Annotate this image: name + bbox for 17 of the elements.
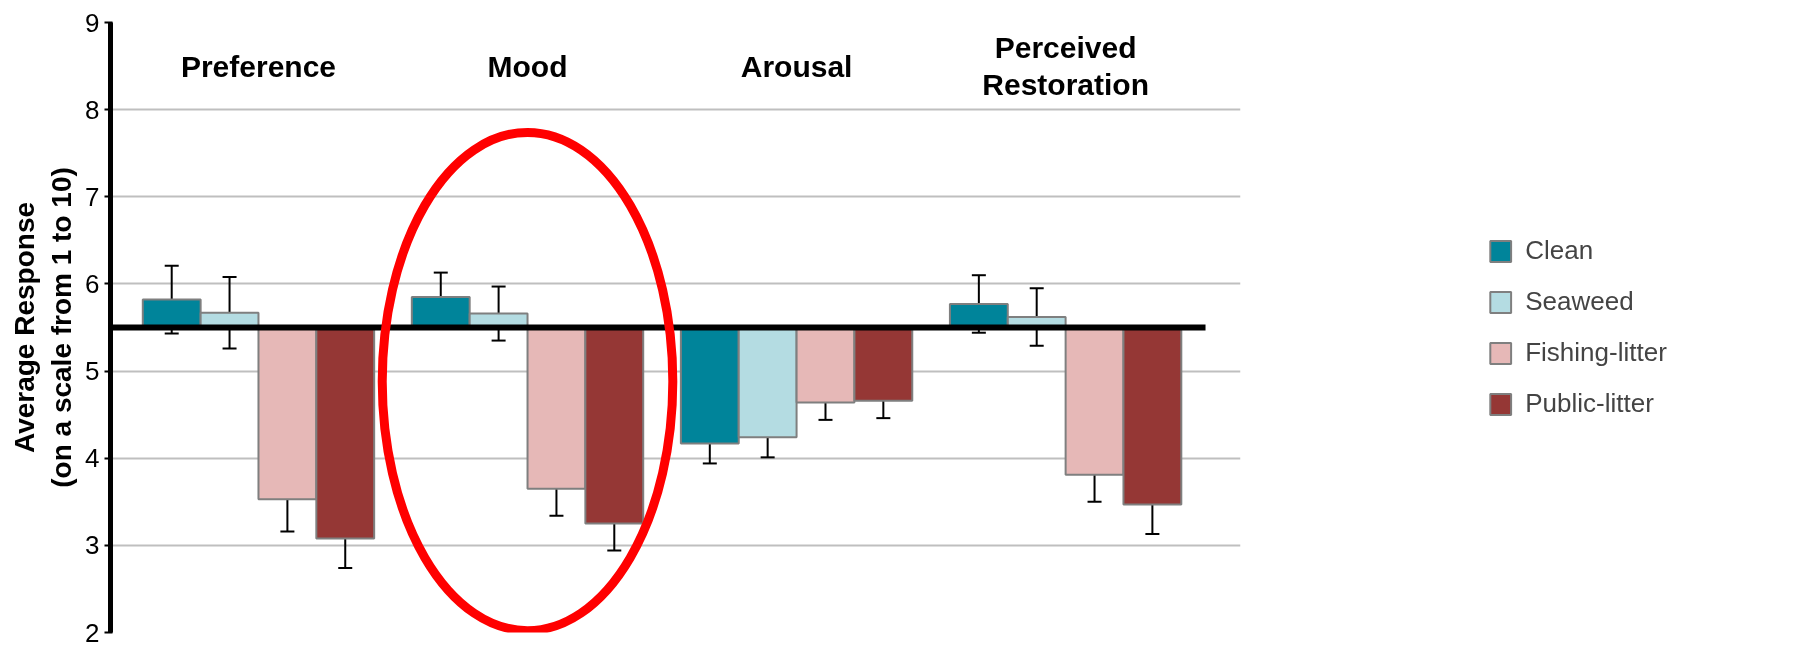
y-tick-label: 2: [85, 617, 100, 648]
y-tick-label: 5: [85, 356, 100, 387]
x-tick-label: Perceived Restoration: [982, 31, 1149, 101]
y-axis-title: Average Response (on a scale from 1 to 10): [8, 167, 78, 488]
y-tick-label: 6: [85, 268, 100, 299]
x-tick-label: Preference: [180, 49, 337, 83]
y-tick-label: 4: [85, 443, 100, 474]
legend-label: Clean: [1525, 235, 1594, 266]
y-tick-label: 3: [85, 530, 100, 561]
x-tick-label: Mood: [487, 49, 568, 83]
y-tick-label: 8: [85, 94, 100, 125]
legend-label: Seaweed: [1525, 286, 1634, 317]
y-tick-label: 7: [85, 181, 100, 212]
legend-label: Public-litter: [1525, 388, 1654, 419]
legend-label: Fishing-litter: [1525, 337, 1667, 368]
x-tick-label: Arousal: [740, 49, 853, 83]
y-tick-label: 9: [85, 7, 100, 38]
